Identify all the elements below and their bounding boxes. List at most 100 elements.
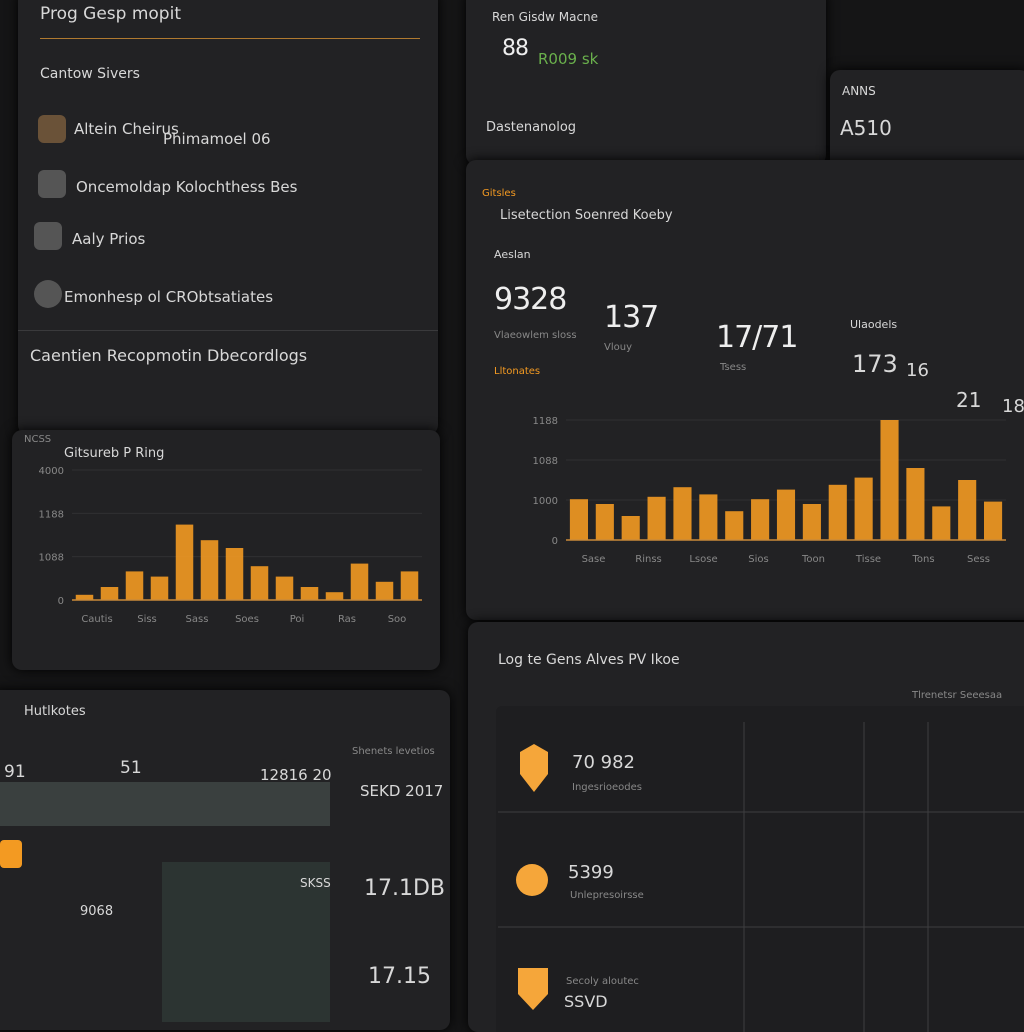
- grid: [496, 706, 1024, 1032]
- item-label[interactable]: Aaly Prios: [72, 230, 146, 248]
- x-tick-label: Sase: [582, 554, 606, 565]
- x-tick-label: Ras: [338, 614, 356, 625]
- top-panel: Ren Gisdw Macne 88 R009 sk Dastenanolog: [466, 0, 826, 165]
- bar: [958, 480, 977, 540]
- bar: [828, 484, 847, 540]
- icon: [34, 280, 62, 308]
- divider: [18, 330, 438, 331]
- icon: [34, 222, 62, 250]
- side-value: 17.1DB: [364, 876, 446, 901]
- section-title: Aeslan: [494, 248, 531, 261]
- y-tick-label: 1088: [533, 456, 558, 467]
- icon: [0, 840, 22, 868]
- bar: [325, 592, 344, 600]
- stat-caption: Tsess: [720, 362, 747, 373]
- bar: [776, 489, 796, 540]
- bar: [375, 581, 394, 600]
- y-tick-label: 1188: [39, 509, 64, 520]
- x-tick-label: Rinss: [635, 554, 661, 565]
- left-chart: 4000 1188 1088 0 Cautis Siss Sass Soes Poi Ras Soo: [39, 466, 422, 625]
- bar: [673, 487, 692, 540]
- big-number: 88: [502, 36, 529, 61]
- item-label[interactable]: Altein Cheirus: [74, 120, 179, 138]
- bar: [621, 516, 640, 540]
- sidebar-panel: Prog Gesp mopit Cantow Sivers Altein Che…: [18, 0, 438, 435]
- chart-title: Gitsureb P Ring: [64, 446, 165, 461]
- x-tick-label: Soo: [388, 614, 407, 625]
- bar: [250, 566, 269, 600]
- sidebar-footer[interactable]: Caentien Recopmotin Dbecordlogs: [30, 346, 308, 365]
- y-tick-label: 1000: [533, 496, 558, 507]
- side-value: SEKD 2017: [360, 782, 444, 800]
- y-tick-label: 0: [552, 536, 558, 547]
- tag: Gitsles: [482, 188, 516, 199]
- bar: [569, 499, 588, 540]
- main-chart: 1188 1088 1000 0 Sase Rinss Lsose Sios Toon Tisse…: [533, 416, 1006, 565]
- x-tick-label: Toon: [801, 554, 825, 565]
- row-value: 5399: [568, 862, 614, 883]
- row-value: SSVD: [564, 992, 608, 1011]
- bar: [75, 594, 94, 600]
- x-tick-label: Poi: [290, 614, 305, 625]
- delta: R009 sk: [538, 50, 599, 68]
- x-tick-label: Tons: [911, 554, 934, 565]
- icon: [38, 170, 66, 198]
- side-stat: 173: [852, 350, 898, 378]
- bar: [906, 468, 925, 540]
- bar: [400, 571, 419, 600]
- side-value: 17.15: [368, 964, 431, 989]
- bar: [300, 587, 319, 600]
- bar: [984, 501, 1003, 540]
- item-label[interactable]: Emonhesp ol CRObtsatiates: [64, 288, 274, 306]
- side-title: Ulaodels: [850, 318, 898, 331]
- x-tick-label: Tisse: [855, 554, 881, 565]
- bar: [275, 576, 294, 600]
- area-band: [0, 782, 330, 826]
- y-tick-label: 4000: [39, 466, 64, 477]
- bar: [200, 540, 219, 600]
- bar: [725, 511, 744, 540]
- badge: Lltonates: [494, 366, 541, 377]
- bar: [150, 576, 169, 600]
- sidebar-subtitle: Cantow Sivers: [40, 66, 140, 82]
- stat-caption: Vlaeowlem sloss: [494, 330, 577, 341]
- bar: [595, 504, 614, 540]
- item-label[interactable]: Oncemoldap Kolochthess Bes: [76, 178, 298, 196]
- y-tick-label: 1088: [39, 553, 64, 564]
- bar: [225, 548, 244, 600]
- number: 12816 20: [260, 766, 332, 784]
- panel-title: Ren Gisdw Macne: [492, 10, 599, 24]
- bar: [175, 524, 194, 600]
- main-panel: Gitsles Lisetection Soenred Koeby Aeslan…: [466, 160, 1024, 620]
- number: 91: [4, 762, 26, 782]
- stat-value: 137: [604, 300, 659, 335]
- bar: [854, 477, 873, 540]
- corner-label: NCSS: [24, 434, 52, 445]
- bar: [350, 563, 369, 600]
- left-chart-panel: NCSS Gitsureb P Ring 4000 1188 1088 0 Cautis…: [12, 430, 440, 670]
- bar: [100, 587, 119, 600]
- side-stat: 18: [1002, 396, 1024, 417]
- table-block: [162, 862, 330, 1022]
- row-caption: Unlepresoirsse: [570, 890, 644, 901]
- divider: [40, 38, 420, 39]
- row-value: 70 982: [572, 752, 635, 773]
- bar: [647, 496, 666, 540]
- row-caption: Ingesrioeodes: [572, 782, 642, 793]
- side-title: Shenets levetios: [352, 746, 435, 757]
- x-tick-label: Sass: [186, 614, 209, 625]
- x-tick-label: Soes: [235, 614, 259, 625]
- mini-title: ANNS: [842, 84, 876, 98]
- stat-value: 9328: [494, 282, 567, 317]
- x-tick-label: Lsose: [689, 554, 717, 565]
- bar: [751, 499, 770, 540]
- row-caption: Secoly aloutec: [566, 976, 639, 987]
- row-tag: SKSS: [300, 876, 331, 890]
- bar: [699, 494, 718, 540]
- mini-value: A510: [840, 116, 892, 140]
- item-meta: Phimamoel 06: [163, 130, 271, 148]
- bottom-right-panel: Log te Gens Alves PV Ikoe Tlrenetsr Seee…: [468, 622, 1024, 1032]
- main-title: Lisetection Soenred Koeby: [500, 208, 673, 223]
- x-tick-label: Sess: [967, 554, 990, 565]
